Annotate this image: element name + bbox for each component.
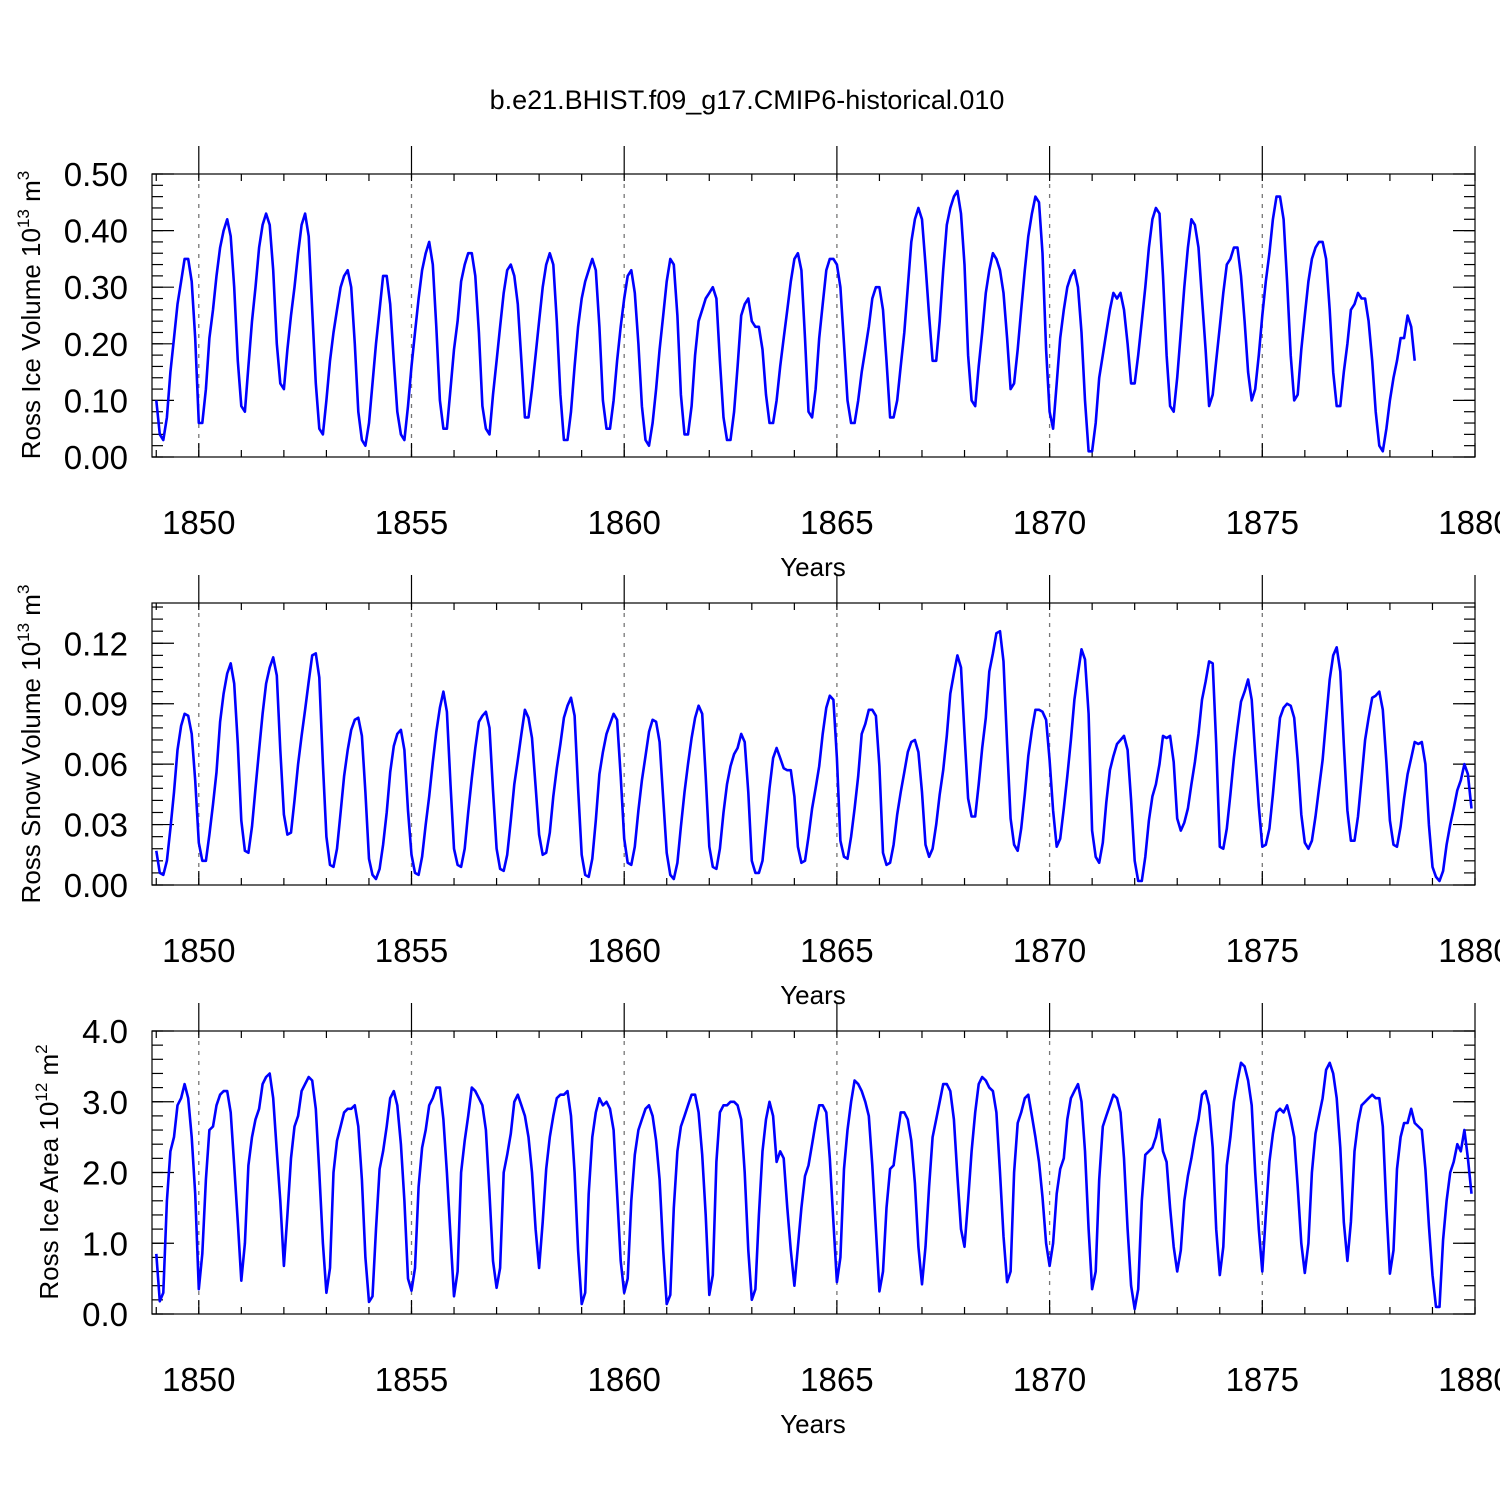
panel0-x-tick-label: 1860 — [587, 504, 660, 541]
panel1-y-tick-label: 0.12 — [64, 625, 128, 662]
panel0-y-tick-label: 0.10 — [64, 382, 128, 419]
panel0-x-tick-label: 1875 — [1226, 504, 1299, 541]
panel1-x-tick-label: 1870 — [1013, 932, 1086, 969]
panel2-y-axis-label: Ross Ice Area 1012 m2 — [32, 1044, 64, 1299]
panel2-x-axis-label: Years — [780, 1409, 846, 1439]
panel0-y-tick-label: 0.40 — [64, 213, 128, 250]
panel0-x-tick-label: 1855 — [375, 504, 448, 541]
chart-title: b.e21.BHIST.f09_g17.CMIP6-historical.010 — [490, 85, 1005, 115]
panel1-y-tick-label: 0.03 — [64, 807, 128, 844]
ross-snow-volume-line — [155, 629, 1473, 883]
panel0-x-tick-label: 1870 — [1013, 504, 1086, 541]
panel1-x-tick-label: 1855 — [375, 932, 448, 969]
panel2-y-tick-label: 0.0 — [82, 1296, 128, 1333]
panel1-x-tick-label: 1850 — [162, 932, 235, 969]
panel1-x-tick-label: 1865 — [800, 932, 873, 969]
panel0-plot-frame — [151, 173, 1476, 458]
panel1-y-tick-label: 0.00 — [64, 867, 128, 904]
panel2-x-tick-label: 1850 — [162, 1361, 235, 1398]
panel0-x-axis-label: Years — [780, 552, 846, 582]
panel1-y-axis-label: Ross Snow Volume 1013 m3 — [14, 585, 46, 904]
ross-ice-area-line — [155, 1061, 1473, 1311]
panel1-plot-frame — [151, 602, 1476, 886]
panel2-plot-frame — [151, 1030, 1476, 1315]
panel0-y-tick-label: 0.00 — [64, 439, 128, 476]
panel0-x-tick-label: 1850 — [162, 504, 235, 541]
panel2-x-tick-label: 1855 — [375, 1361, 448, 1398]
panel1-x-tick-label: 1875 — [1226, 932, 1299, 969]
panel1-y-tick-label: 0.09 — [64, 686, 128, 723]
panel0-y-tick-label: 0.20 — [64, 326, 128, 363]
panel0-y-tick-label: 0.50 — [64, 156, 128, 193]
panel0-y-tick-label: 0.30 — [64, 269, 128, 306]
panel2-x-tick-label: 1865 — [800, 1361, 873, 1398]
panel2-y-tick-label: 2.0 — [82, 1155, 128, 1192]
panel0-x-tick-label: 1865 — [800, 504, 873, 541]
panel2-y-tick-label: 1.0 — [82, 1225, 128, 1262]
panel2-x-tick-label: 1870 — [1013, 1361, 1086, 1398]
panel1-x-tick-label: 1860 — [587, 932, 660, 969]
panel2-y-tick-label: 3.0 — [82, 1084, 128, 1121]
ross-ice-volume-line — [155, 189, 1416, 453]
panel2-x-tick-label: 1875 — [1226, 1361, 1299, 1398]
panel1-x-axis-label: Years — [780, 980, 846, 1010]
panel0-y-axis-label: Ross Ice Volume 1013 m3 — [14, 171, 46, 460]
panel2-x-tick-label: 1860 — [587, 1361, 660, 1398]
panel2-y-tick-label: 4.0 — [82, 1013, 128, 1050]
panel1-y-tick-label: 0.06 — [64, 746, 128, 783]
